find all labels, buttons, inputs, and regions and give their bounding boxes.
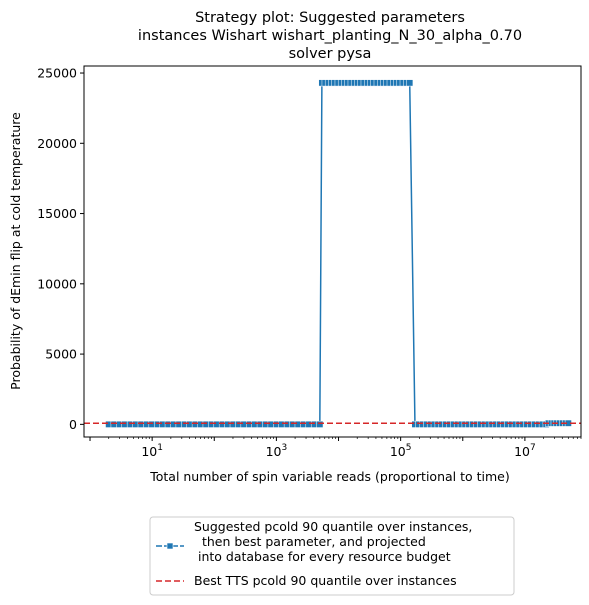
data-point xyxy=(316,420,324,428)
legend-box xyxy=(149,516,515,596)
y-tick-label: 20000 xyxy=(37,136,77,151)
legend-label-best-tts: Best TTS pcold 90 quantile over instance… xyxy=(194,573,457,588)
legend-entry-best-tts: Best TTS pcold 90 quantile over instance… xyxy=(156,573,457,588)
chart-title: Strategy plot: Suggested parameters inst… xyxy=(138,10,522,62)
y-tick-label: 0 xyxy=(69,417,77,432)
legend-label-suggested-line-1: Suggested pcold 90 quantile over instanc… xyxy=(194,519,472,534)
y-axis-label: Probability of dEmin flip at cold temper… xyxy=(8,112,23,390)
y-axis: 0 5000 10000 15000 20000 25000 xyxy=(37,66,84,432)
x-axis: 101 103 105 107 xyxy=(89,437,582,459)
plot-area xyxy=(84,79,581,428)
plot-series xyxy=(84,79,581,428)
chart-title-line-2: instances Wishart wishart_planting_N_30_… xyxy=(138,28,522,44)
chart-title-line-3: solver pysa xyxy=(289,46,372,62)
y-tick-label: 5000 xyxy=(45,347,77,362)
series-line-suggested xyxy=(108,82,569,426)
y-tick-label: 10000 xyxy=(37,276,77,291)
plot-frame xyxy=(83,65,582,438)
x-tick-label: 101 xyxy=(141,443,163,459)
y-tick-label: 15000 xyxy=(37,206,77,221)
legend-label-suggested-line-2: then best parameter, and projected xyxy=(194,534,426,549)
x-tick-label: 103 xyxy=(266,443,288,459)
legend-marker-suggested xyxy=(166,542,174,550)
chart-title-line-1: Strategy plot: Suggested parameters xyxy=(195,10,465,26)
x-axis-label: Total number of spin variable reads (pro… xyxy=(149,469,510,484)
legend-entry-suggested: Suggested pcold 90 quantile over instanc… xyxy=(156,519,476,564)
x-tick-label: 107 xyxy=(514,443,536,459)
legend-label-suggested-line-3: into database for every resource budget xyxy=(194,549,451,564)
legend: Suggested pcold 90 quantile over instanc… xyxy=(149,516,515,596)
x-tick-label: 105 xyxy=(390,443,412,459)
legend-label-suggested: Suggested pcold 90 quantile over instanc… xyxy=(194,519,476,564)
data-point xyxy=(406,79,414,87)
y-tick-label: 25000 xyxy=(37,66,77,81)
